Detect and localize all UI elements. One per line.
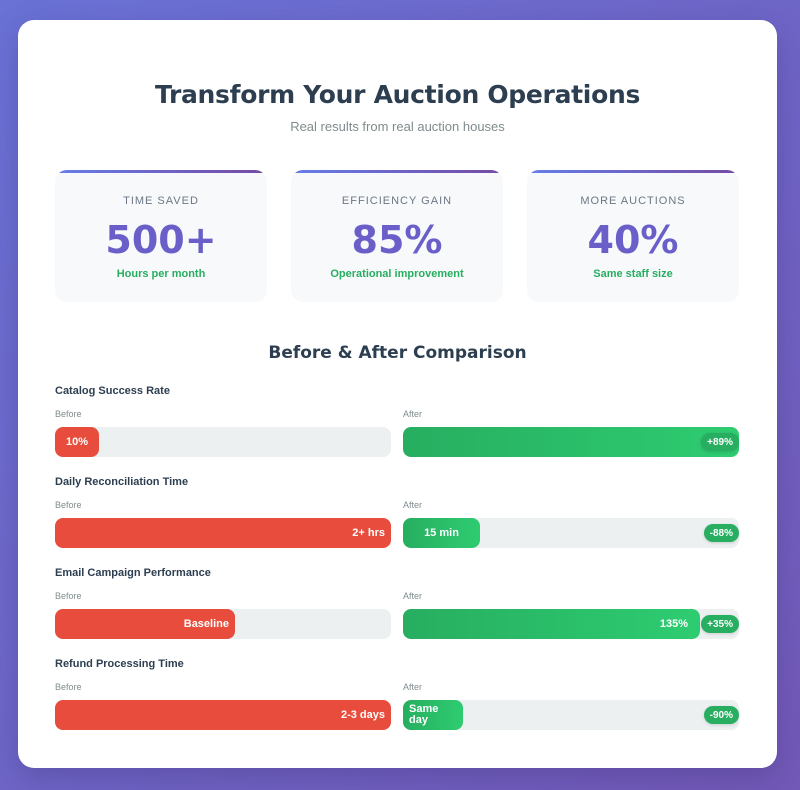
stat-card-more-auctions: MORE AUCTIONS 40% Same staff size <box>527 170 739 302</box>
after-label: After <box>403 500 423 510</box>
before-bar-track: 2-3 days <box>55 700 391 730</box>
before-bar-fill: 2-3 days <box>55 700 391 730</box>
stat-label: TIME SAVED <box>123 195 199 207</box>
stat-value: 40% <box>587 218 679 262</box>
after-bar-track: 135% +35% <box>403 609 739 639</box>
before-value: Baseline <box>183 617 229 630</box>
stat-description: Same staff size <box>593 268 673 280</box>
after-bar-fill <box>403 427 739 457</box>
after-bar-fill: 15 min <box>403 518 480 548</box>
before-bar-track: 10% <box>55 427 391 457</box>
before-bar-fill: 10% <box>55 427 99 457</box>
stat-value: 500+ <box>105 218 217 262</box>
after-label: After <box>403 682 423 692</box>
stat-card-time-saved: TIME SAVED 500+ Hours per month <box>55 170 267 302</box>
change-badge: -88% <box>703 524 739 542</box>
after-bar-track: Same day -90% <box>403 700 739 730</box>
after-bar-track: +89% <box>403 427 739 457</box>
page-subtitle: Real results from real auction houses <box>290 119 505 134</box>
comparison-title: Before & After Comparison <box>268 343 527 363</box>
after-value: 15 min <box>424 526 459 539</box>
change-badge: +35% <box>701 615 739 633</box>
before-label: Before <box>55 409 82 419</box>
before-bar-track: 2+ hrs <box>55 518 391 548</box>
before-label: Before <box>55 500 82 510</box>
after-label: After <box>403 591 423 601</box>
before-bar-track: Baseline <box>55 609 391 639</box>
results-card: Transform Your Auction Operations Real r… <box>18 20 777 768</box>
after-bar-fill: 135% <box>403 609 700 639</box>
after-bar-track: 15 min -88% <box>403 518 739 548</box>
after-value: 135% <box>659 617 688 630</box>
after-value: Same day <box>409 703 439 726</box>
stat-card-efficiency-gain: EFFICIENCY GAIN 85% Operational improvem… <box>291 170 503 302</box>
before-bar-fill: 2+ hrs <box>55 518 391 548</box>
metric-title-daily-reconciliation-time: Daily Reconciliation Time <box>55 476 189 488</box>
stat-label: MORE AUCTIONS <box>580 195 686 207</box>
stat-description: Operational improvement <box>330 268 464 280</box>
metric-title-catalog-success-rate: Catalog Success Rate <box>55 385 170 397</box>
metric-title-refund-processing-time: Refund Processing Time <box>55 658 184 670</box>
before-value: 10% <box>65 435 89 448</box>
stat-label: EFFICIENCY GAIN <box>341 195 453 207</box>
stat-description: Hours per month <box>116 268 206 280</box>
before-bar-fill: Baseline <box>55 609 235 639</box>
after-label: After <box>403 409 423 419</box>
before-label: Before <box>55 682 82 692</box>
stat-value: 85% <box>351 218 443 262</box>
change-badge: +89% <box>701 433 739 451</box>
before-value: 2-3 days <box>340 708 385 721</box>
metric-title-email-campaign-performance: Email Campaign Performance <box>55 567 211 579</box>
before-value: 2+ hrs <box>352 526 385 539</box>
change-badge: -90% <box>703 706 739 724</box>
after-bar-fill: Same day <box>403 700 463 730</box>
before-label: Before <box>55 591 82 601</box>
page-title: Transform Your Auction Operations <box>154 80 641 109</box>
